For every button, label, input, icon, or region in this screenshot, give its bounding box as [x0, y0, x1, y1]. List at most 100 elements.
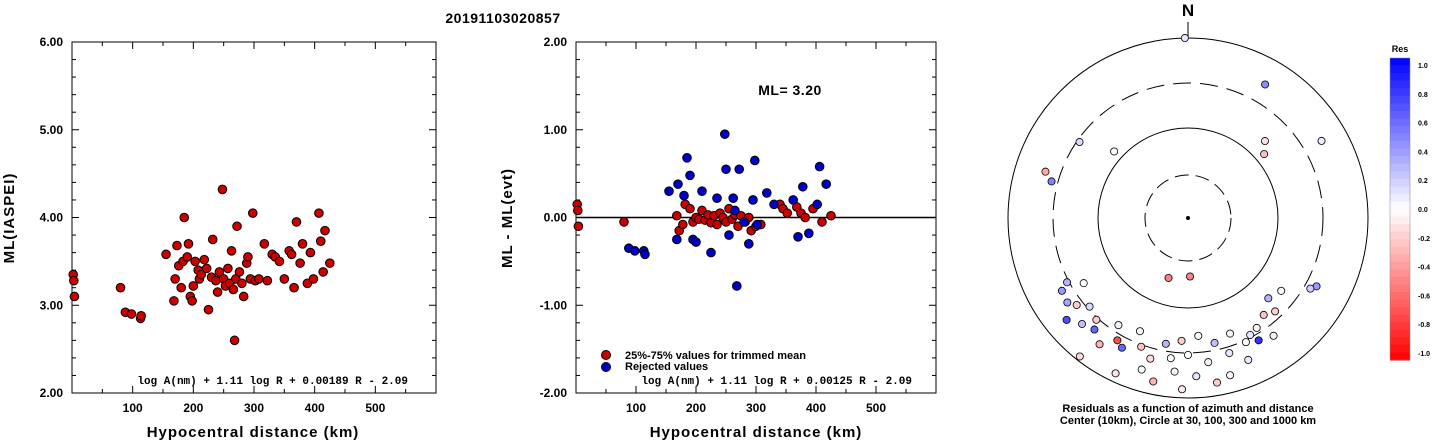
colorbar-tick-label: 0.6	[1418, 121, 1428, 128]
colorbar-segment	[1390, 276, 1410, 286]
data-point	[259, 239, 270, 249]
data-point	[685, 203, 695, 214]
x-tick-label: 500	[866, 401, 886, 415]
station-residual-marker	[1210, 338, 1219, 347]
colorbar-segment	[1390, 284, 1410, 293]
station-residual-marker	[1264, 294, 1273, 303]
data-point	[115, 282, 126, 293]
station-residual-marker	[1111, 369, 1120, 378]
station-residual-marker	[1161, 339, 1170, 348]
data-point	[179, 212, 190, 223]
colorbar-segment	[1390, 307, 1410, 316]
ml-annotation: ML= 3.20	[758, 82, 822, 98]
formula-label: log A(nm) + 1.11 log R + 0.00189 R - 2.0…	[137, 376, 408, 388]
rejected-point	[750, 155, 760, 166]
data-point	[229, 335, 240, 346]
colorbar-tick-label: -0.4	[1418, 265, 1430, 272]
colorbar-segment	[1390, 337, 1410, 346]
y-tick-label: -1.00	[540, 298, 568, 312]
legend-blue-label: Rejected values	[625, 361, 708, 373]
station-residual-marker	[1271, 307, 1280, 316]
colorbar-segment	[1390, 239, 1410, 248]
data-point	[214, 267, 225, 277]
colorbar-segment	[1390, 141, 1410, 150]
data-point	[243, 252, 253, 262]
data-point	[187, 296, 197, 306]
colorbar-tick-label: 1.0	[1418, 63, 1428, 70]
colorbar-tick-label: 0.2	[1418, 178, 1428, 185]
x-tick-label: 300	[244, 401, 264, 415]
rejected-point	[821, 179, 832, 189]
data-point	[176, 282, 186, 293]
rejected-point	[734, 164, 745, 175]
rejected-point	[706, 247, 716, 258]
station-residual-marker	[1075, 352, 1084, 361]
rejected-point	[720, 129, 730, 139]
data-point	[199, 254, 210, 265]
rejected-point	[728, 193, 739, 203]
data-point	[782, 208, 793, 218]
north-label: N	[1182, 1, 1194, 20]
data-point	[136, 310, 146, 321]
colorbar-segment	[1390, 65, 1410, 74]
data-point	[170, 274, 180, 284]
colorbar-segment	[1390, 216, 1410, 225]
colorbar-title: Res	[1392, 44, 1409, 54]
data-point	[678, 219, 688, 230]
station-residual-marker	[1254, 336, 1263, 345]
data-point	[126, 309, 137, 319]
station-residual-marker	[1260, 150, 1269, 159]
legend-red-label: 25%-75% values for trimmed mean	[625, 350, 806, 362]
data-point	[308, 274, 319, 284]
y-tick-label: 1.00	[544, 123, 568, 137]
colorbar-segment	[1390, 209, 1410, 218]
rejected-point	[730, 205, 740, 216]
colorbar-segment	[1390, 148, 1410, 157]
data-point	[190, 256, 200, 267]
colorbar-segment	[1390, 95, 1410, 104]
rejected-point	[744, 239, 754, 249]
station-residual-marker	[1244, 355, 1253, 364]
colorbar-tick-label: 0.0	[1418, 207, 1428, 214]
data-point	[672, 210, 682, 221]
colorbar-segment	[1390, 73, 1410, 82]
data-point	[712, 219, 722, 230]
data-point	[203, 304, 214, 315]
station-residual-marker	[1259, 310, 1268, 319]
station-residual-marker	[1146, 354, 1155, 363]
colorbar-segment	[1390, 171, 1410, 180]
rejected-point	[679, 190, 689, 201]
rejected-point	[788, 195, 799, 205]
data-point	[237, 278, 247, 289]
data-point	[210, 275, 221, 286]
data-point	[315, 236, 326, 246]
colorbar-tick-label: -0.6	[1418, 293, 1430, 300]
rejected-point	[685, 170, 695, 181]
data-point	[279, 274, 290, 284]
y-tick-label: 0.00	[544, 211, 568, 225]
station-residual-marker	[1117, 343, 1126, 352]
data-point	[254, 274, 264, 284]
colorbar-segment	[1390, 80, 1410, 89]
data-point	[228, 284, 239, 295]
colorbar-segment	[1390, 322, 1410, 331]
station-residual-marker	[1041, 167, 1050, 176]
data-point	[217, 184, 228, 195]
rejected-point	[804, 228, 814, 239]
x-tick-label: 100	[626, 401, 646, 415]
station-residual-marker	[1226, 371, 1235, 380]
station-residual-marker	[1137, 365, 1146, 374]
station-residual-marker	[1260, 137, 1269, 146]
station-residual-marker	[1062, 315, 1071, 324]
station-residual-marker	[1226, 329, 1235, 338]
data-point	[182, 252, 193, 262]
colorbar-segment	[1390, 193, 1410, 203]
legend-red-marker	[601, 350, 611, 360]
colorbar-segment	[1390, 261, 1410, 270]
data-point	[234, 267, 245, 277]
colorbar-tick-label: -0.2	[1418, 236, 1430, 243]
y-axis-label: ML - ML(evt)	[499, 168, 516, 268]
y-tick-label: 5.00	[40, 123, 64, 137]
x-axis-label: Hypocentral distance (km)	[147, 424, 360, 441]
rejected-point	[739, 217, 749, 227]
